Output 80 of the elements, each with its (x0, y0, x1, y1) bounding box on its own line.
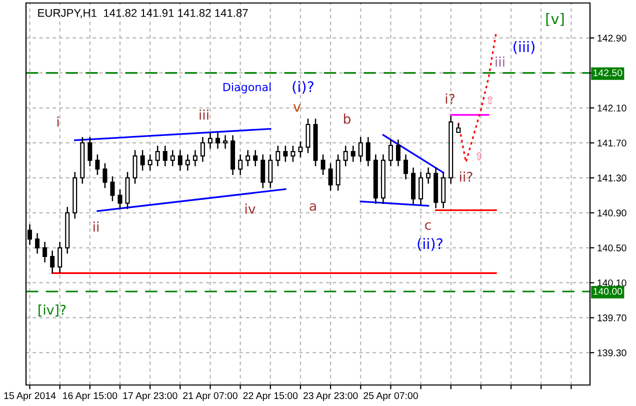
candlestick (253, 150, 258, 166)
candlestick (170, 150, 175, 166)
candlestick (35, 233, 40, 254)
candlestick (192, 150, 198, 166)
candlestick (276, 146, 280, 166)
ref-line-label: 140.00 (594, 288, 622, 295)
x-tick-label: 23 Apr 23:00 (303, 392, 358, 402)
annotation: ⇧ (476, 152, 482, 160)
chart-title: EURJPY,H1 141.82 141.91 141.82 141.87 (38, 9, 248, 18)
x-tick-label: 22 Apr 15:00 (243, 392, 298, 402)
candlestick (208, 132, 212, 149)
annotation: Diagonal (223, 82, 271, 94)
candlestick (162, 146, 168, 166)
candlestick (418, 172, 424, 205)
annotation: iii (496, 56, 504, 67)
y-tick-label: 141.70 (598, 140, 626, 146)
candlestick (320, 154, 326, 175)
y-tick-label: 142.90 (598, 34, 626, 42)
candlestick (404, 154, 408, 180)
candlestick (140, 150, 145, 171)
candlestick (88, 136, 92, 166)
candlestick (283, 146, 288, 162)
ref-line-label: 142.50 (594, 69, 622, 76)
x-tick-label: 15 Apr 2014 (4, 392, 56, 402)
y-tick-label: 140.50 (598, 244, 626, 252)
candlestick (268, 154, 273, 188)
candlestick (350, 146, 356, 162)
y-tick-label: 141.30 (598, 174, 626, 182)
y-tick-label: 142.10 (598, 104, 626, 112)
annotation: (i)? (292, 81, 314, 94)
annotation: ⇧ (487, 96, 493, 104)
candlestick (343, 146, 348, 166)
candlestick (223, 135, 228, 149)
x-tick-label: 25 Apr 07:00 (364, 392, 418, 402)
y-tick-label: 139.70 (598, 314, 626, 322)
candlestick (110, 176, 115, 202)
candlestick (388, 140, 393, 166)
candlestick (132, 150, 138, 184)
candlestick (396, 140, 400, 166)
candlestick (102, 163, 108, 188)
candlestick (50, 250, 55, 273)
candlestick (358, 136, 363, 162)
candlestick (298, 141, 303, 158)
candlestick (178, 150, 182, 171)
line-series (458, 32, 497, 163)
candlestick (306, 118, 310, 154)
annotation: i (57, 116, 59, 127)
x-tick-label: 16 Apr 15:00 (63, 392, 118, 402)
annotation: [v] (546, 13, 564, 26)
candlestick (148, 154, 152, 171)
candlestick (216, 132, 220, 149)
annotation: v (293, 104, 301, 112)
candlestick (426, 168, 431, 184)
candlestick (58, 242, 62, 273)
annotation: c (425, 222, 431, 230)
candlestick (290, 146, 296, 162)
annotation: iii (200, 110, 208, 120)
annotation: i? (446, 94, 454, 104)
annotation: (iii) (514, 41, 534, 54)
candlestick (155, 146, 160, 166)
annotation: iv (245, 204, 256, 214)
candlestick (185, 154, 190, 171)
y-tick-label: 139.30 (598, 349, 626, 356)
x-tick-label: 17 Apr 23:00 (123, 392, 178, 402)
candlestick (95, 154, 100, 175)
candlestick (238, 154, 243, 175)
candlestick (366, 136, 370, 166)
candlestick (328, 163, 333, 191)
y-tick-label: 140.90 (598, 210, 626, 216)
annotation: b (344, 114, 351, 124)
x-tick-label: 21 Apr 07:00 (183, 392, 238, 402)
annotation: ii (94, 222, 98, 232)
annotation: ii? (460, 172, 472, 182)
annotation: [iv]? (38, 304, 66, 316)
annotation: a (310, 203, 316, 211)
annotation: (ii)? (418, 238, 442, 251)
candlestick (246, 150, 250, 166)
candlestick (42, 242, 48, 262)
candlestick (200, 136, 205, 162)
candlestick (260, 154, 266, 188)
